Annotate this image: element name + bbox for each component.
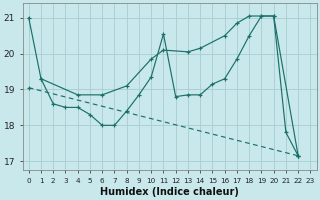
X-axis label: Humidex (Indice chaleur): Humidex (Indice chaleur) <box>100 187 239 197</box>
